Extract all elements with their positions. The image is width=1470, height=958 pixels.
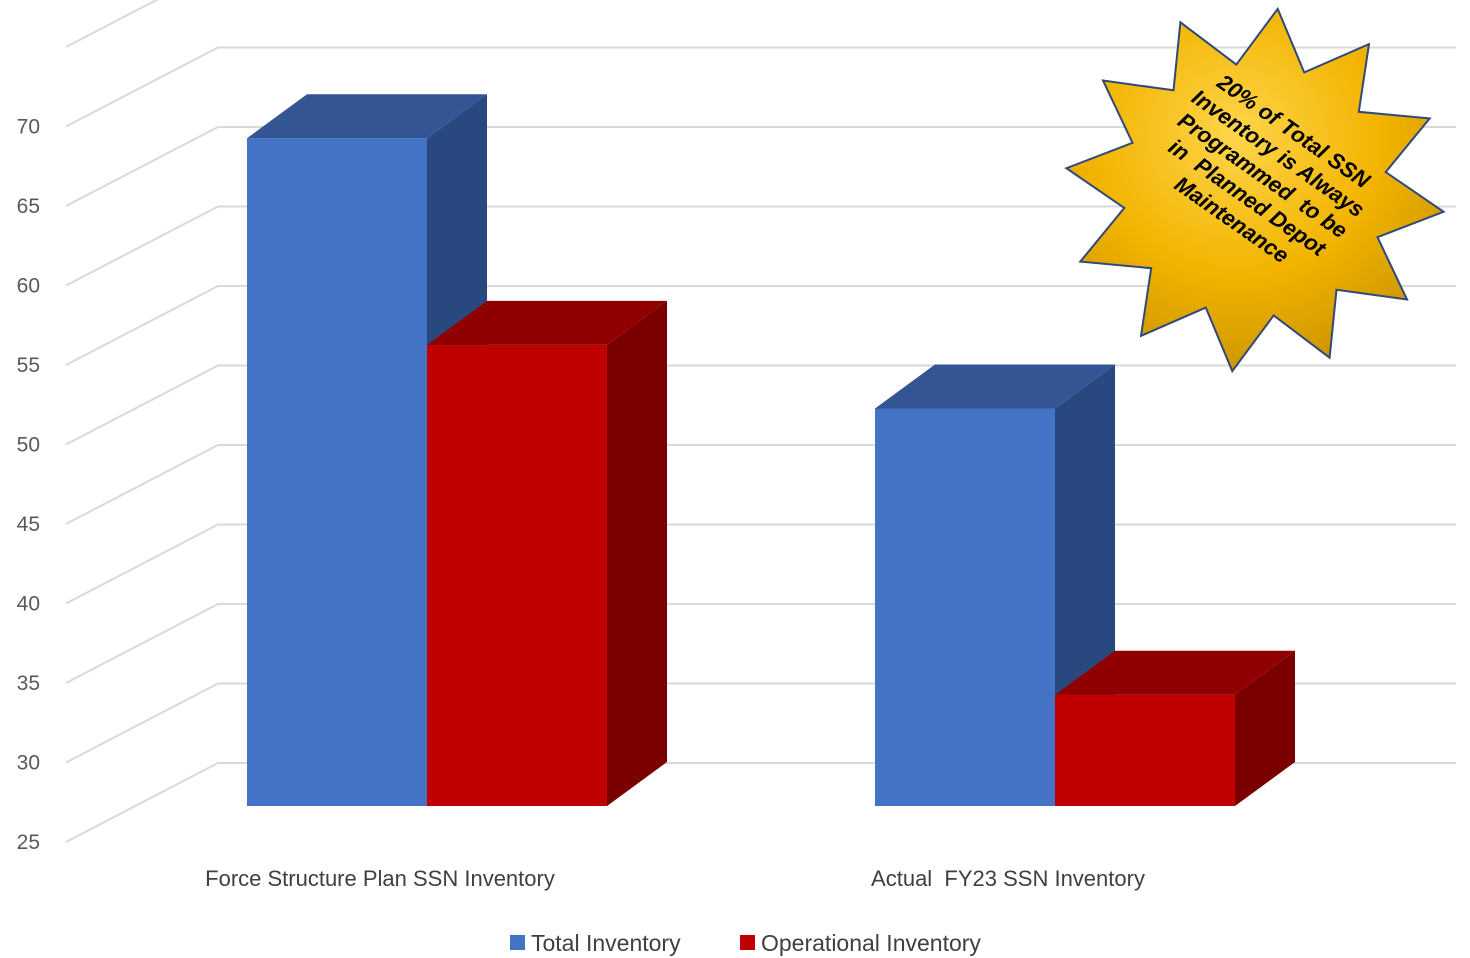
gridline-side <box>65 205 219 287</box>
y-tick-label: 25 <box>17 831 40 854</box>
category-label: Force Structure Plan SSN Inventory <box>205 866 555 891</box>
legend-item: Total Inventory <box>510 930 681 956</box>
gridline-side <box>65 523 219 605</box>
y-tick-label: 30 <box>17 752 40 775</box>
bar-operational-0 <box>427 300 667 806</box>
legend-swatch <box>740 935 755 950</box>
legend-label: Total Inventory <box>531 930 681 956</box>
gridline-side <box>65 285 219 366</box>
y-axis-ticks: 25 30 35 40 45 50 55 60 65 70 <box>17 116 40 855</box>
gridline-side <box>65 762 219 843</box>
gridline-side <box>65 0 159 48</box>
starburst-shape <box>1064 6 1446 374</box>
y-tick-label: 65 <box>17 195 40 218</box>
y-tick-label: 60 <box>17 275 40 298</box>
gridline-side <box>65 46 219 128</box>
gridline-side <box>65 682 219 764</box>
bar-top <box>875 364 1115 409</box>
bar-top <box>1055 650 1295 695</box>
bar-front <box>247 138 427 806</box>
bar-side <box>1235 650 1295 806</box>
gridline-side <box>65 444 219 525</box>
y-tick-label: 45 <box>17 513 40 536</box>
gridline-side <box>65 126 219 207</box>
bar-top <box>427 300 667 345</box>
bar-operational-1 <box>1055 650 1295 806</box>
bar-front <box>1055 694 1235 806</box>
bar-top <box>247 94 487 139</box>
y-tick-label: 55 <box>17 354 40 377</box>
category-label: Actual FY23 SSN Inventory <box>871 866 1145 891</box>
bars <box>247 94 1295 806</box>
bar-side <box>607 300 667 806</box>
gridline-side <box>65 603 219 684</box>
y-tick-label: 50 <box>17 434 40 457</box>
legend-swatch <box>510 935 525 950</box>
y-tick-label: 35 <box>17 672 40 695</box>
gridline-side <box>65 364 219 446</box>
y-tick-label: 70 <box>17 116 40 139</box>
y-tick-label: 40 <box>17 593 40 616</box>
category-labels: Force Structure Plan SSN Inventory Actual… <box>205 866 1145 891</box>
bar-front <box>875 408 1055 806</box>
legend-item: Operational Inventory <box>740 930 981 956</box>
bar-front <box>427 344 607 806</box>
legend-label: Operational Inventory <box>761 930 981 956</box>
legend: Total Inventory Operational Inventory <box>510 930 981 956</box>
